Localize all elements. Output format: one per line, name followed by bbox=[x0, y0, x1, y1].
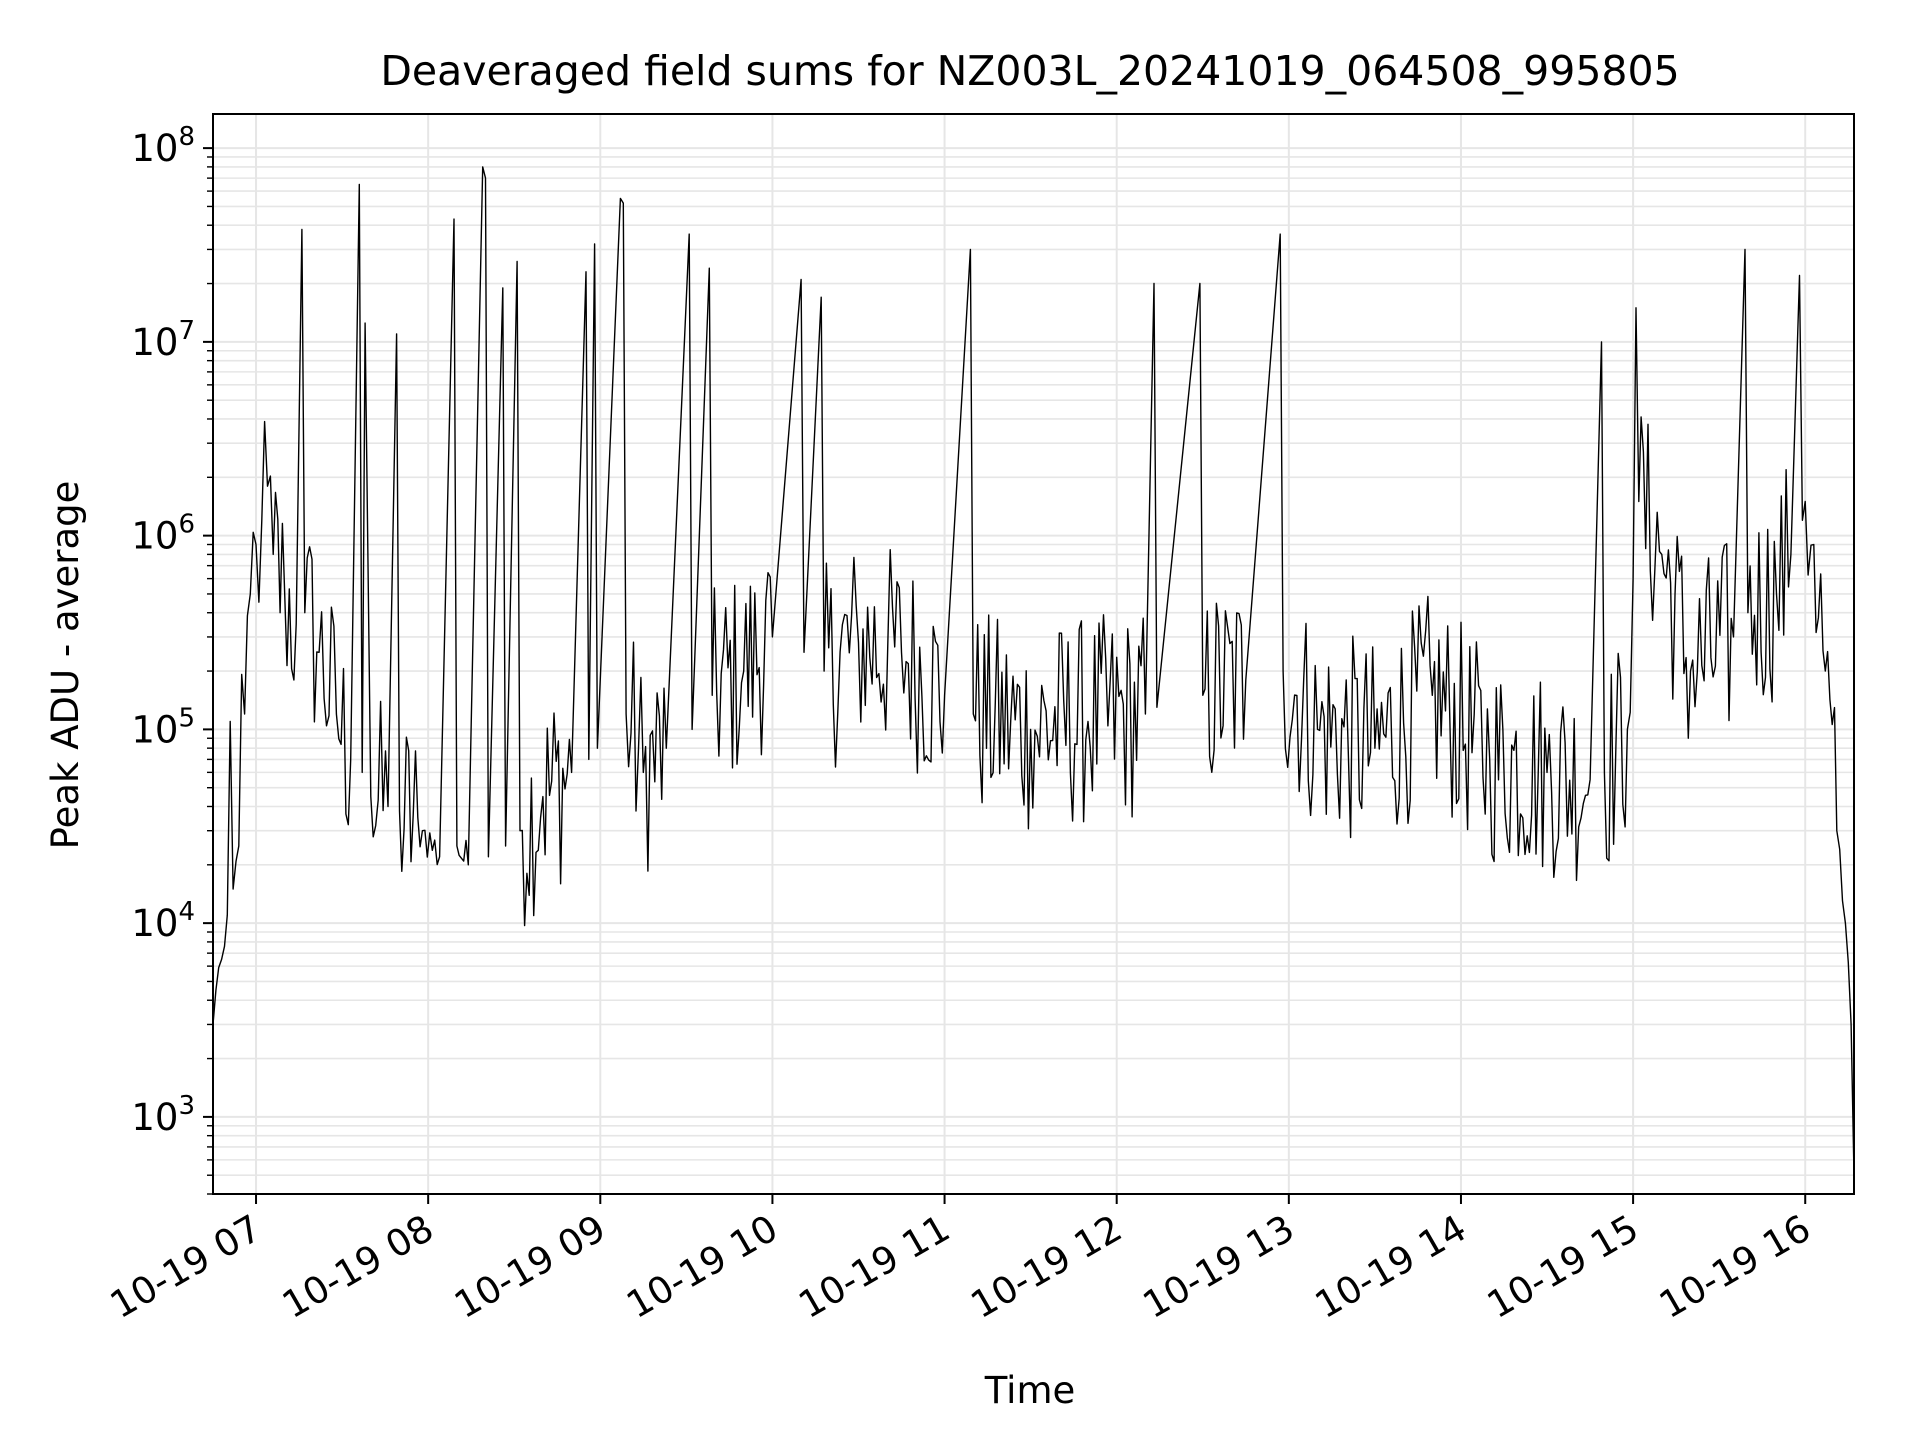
y-tick-mantissa: 10 bbox=[131, 708, 178, 751]
x-axis-label: Time bbox=[984, 1369, 1076, 1412]
y-tick-exponent: 7 bbox=[178, 316, 195, 346]
y-axis-label: Peak ADU - average bbox=[44, 481, 87, 850]
series-line bbox=[212, 166, 1855, 1176]
plot-frame bbox=[212, 113, 1855, 1195]
y-tick-mantissa: 10 bbox=[131, 127, 178, 170]
y-tick-label: 108 bbox=[131, 122, 195, 170]
y-tick-exponent: 6 bbox=[178, 510, 195, 540]
y-tick-exponent: 8 bbox=[178, 122, 195, 152]
y-tick-exponent: 3 bbox=[178, 1091, 195, 1121]
y-tick-mantissa: 10 bbox=[131, 902, 178, 945]
grid bbox=[213, 114, 1854, 1195]
y-tick-label: 103 bbox=[131, 1091, 195, 1139]
y-tick-mantissa: 10 bbox=[131, 321, 178, 364]
y-tick-label: 104 bbox=[131, 897, 195, 945]
y-tick-label: 106 bbox=[131, 510, 195, 558]
y-tick-label: 107 bbox=[131, 316, 195, 364]
series-layer bbox=[212, 166, 1855, 1176]
y-tick-mantissa: 10 bbox=[131, 515, 178, 558]
y-tick-label: 105 bbox=[131, 703, 195, 751]
y-tick-exponent: 5 bbox=[178, 703, 195, 733]
y-tick-exponent: 4 bbox=[178, 897, 195, 927]
y-tick-mantissa: 10 bbox=[131, 1096, 178, 1139]
chart-title: Deaveraged field sums for NZ003L_2024101… bbox=[380, 47, 1679, 95]
